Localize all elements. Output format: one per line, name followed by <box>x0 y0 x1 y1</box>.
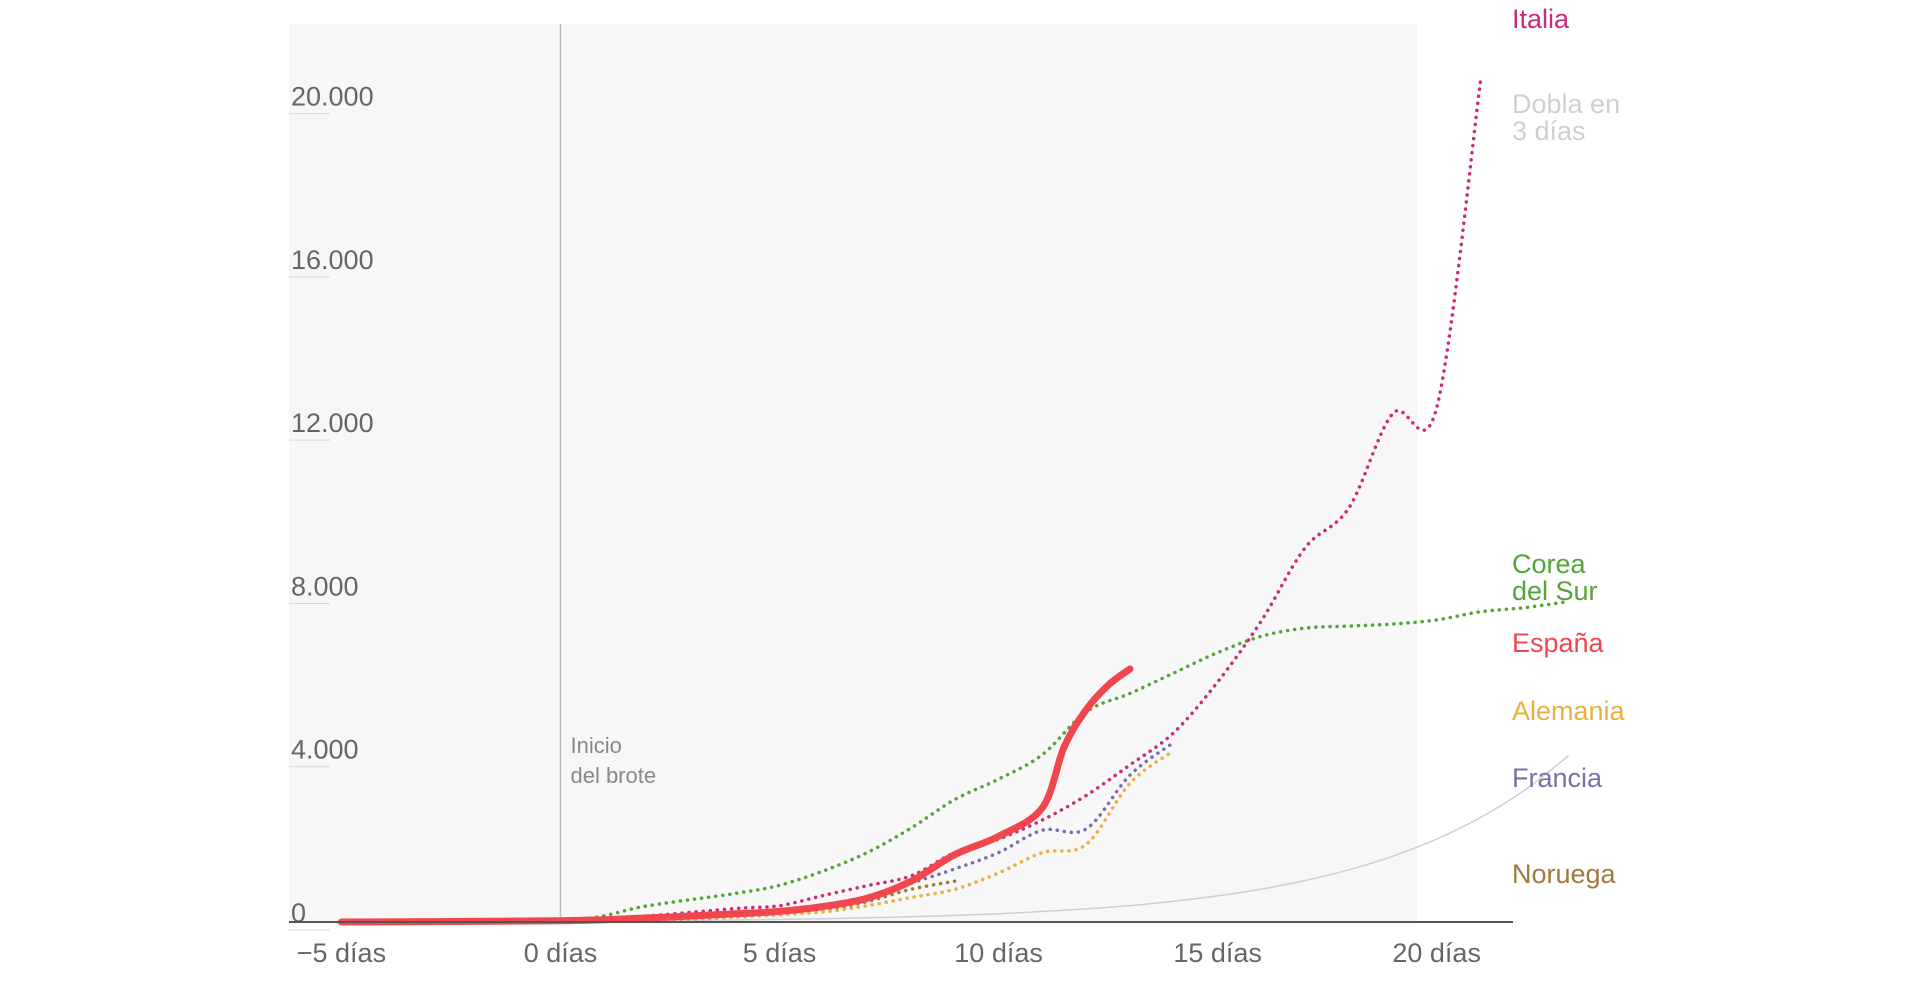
x-tick-label: 10 días <box>954 938 1043 968</box>
y-tick-label: 0 <box>291 898 306 928</box>
x-tick-label: 15 días <box>1173 938 1262 968</box>
y-tick-label: 4.000 <box>291 735 359 765</box>
annotation-label: Inicio <box>570 733 621 758</box>
x-axis-ticks: −5 días 0 días 5 días 10 días 15 días 20 días <box>297 938 1481 968</box>
series-label-alemania: Alemania <box>1512 696 1626 726</box>
series-label-noruega: Noruega <box>1512 859 1617 889</box>
outbreak-annotation: Inicio del brote <box>559 24 656 922</box>
x-tick-label: −5 días <box>297 938 386 968</box>
series-line-dobla-en-3-dias <box>559 755 1569 922</box>
series-label-francia: Francia <box>1512 763 1603 793</box>
series-line-corea-del-sur <box>339 599 1570 925</box>
series-label-corea-del-sur: del Sur <box>1512 576 1598 606</box>
y-tick-label: 12.000 <box>291 408 374 438</box>
series-label-corea-del-sur: Corea <box>1512 549 1587 579</box>
series-label-dobla-en-3-dias: Dobla en <box>1512 89 1620 119</box>
y-tick-label: 16.000 <box>291 245 374 275</box>
x-tick-label: 0 días <box>524 938 598 968</box>
plot-background <box>289 24 1417 924</box>
series-label-espana: España <box>1512 628 1605 658</box>
series-line-alemania <box>558 748 1176 923</box>
y-tick-label: 8.000 <box>291 571 359 601</box>
series-label-italia: Italia <box>1512 4 1570 34</box>
y-axis-ticks: 0 4.000 8.000 12.000 16.000 20.000 <box>289 82 374 931</box>
annotation-label: del brote <box>570 763 656 788</box>
series-line-espana <box>337 665 1134 926</box>
x-tick-label: 5 días <box>743 938 817 968</box>
series-lines <box>337 79 1570 926</box>
series-line-italia <box>339 79 1483 924</box>
series-label-dobla-en-3-dias: 3 días <box>1512 116 1586 146</box>
x-tick-label: 20 días <box>1392 938 1481 968</box>
y-tick-label: 20.000 <box>291 82 374 112</box>
